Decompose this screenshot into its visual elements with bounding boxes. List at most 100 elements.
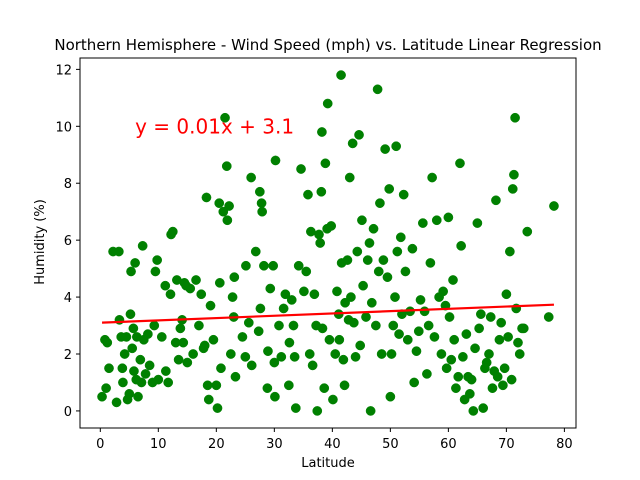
scatter-point [288, 320, 299, 331]
scatter-point [518, 323, 529, 334]
scatter-point [290, 403, 301, 413]
scatter-point [163, 377, 174, 388]
scatter-point [487, 383, 498, 394]
x-axis-title: Latitude [301, 456, 355, 471]
scatter-point [222, 215, 233, 226]
scatter-point [386, 349, 397, 359]
scatter-point [357, 215, 367, 226]
scatter-point [296, 164, 306, 174]
scatter-point [303, 189, 313, 200]
scatter-point [276, 351, 287, 362]
scatter-point [199, 340, 210, 351]
scatter-point [135, 354, 146, 365]
scatter-point [315, 238, 326, 248]
x-tick-label: 10 [150, 437, 167, 452]
scatter-point [509, 169, 519, 180]
y-tick-label: 2 [64, 348, 72, 363]
scatter-point [358, 280, 368, 291]
scatter-point [382, 272, 393, 283]
scatter-point [464, 388, 475, 399]
scatter-point [478, 403, 489, 413]
scatter-point [156, 332, 167, 342]
scatter-point [246, 360, 257, 371]
x-tick-label: 0 [96, 437, 104, 452]
x-tick-label: 30 [266, 437, 283, 452]
scatter-point [466, 374, 477, 385]
scatter-point [205, 300, 216, 311]
scatter-point [101, 383, 111, 394]
scatter-point [214, 198, 225, 209]
scatter-point [461, 329, 472, 339]
scatter-point [119, 349, 130, 359]
scatter-point [425, 258, 436, 268]
scatter-point [218, 206, 229, 217]
regression-line [102, 303, 554, 324]
scatter-point [201, 192, 212, 203]
scatter-point [283, 380, 294, 391]
y-tick-label: 6 [64, 234, 72, 249]
scatter-point [165, 289, 176, 300]
x-tick-label: 20 [208, 437, 225, 452]
scatter-point [514, 349, 525, 359]
scatter-point [299, 286, 309, 297]
scatter-point [289, 351, 300, 362]
scatter-point [491, 195, 501, 206]
scatter-point [400, 266, 411, 277]
scatter-point [173, 354, 184, 365]
scatter-point [411, 346, 422, 357]
scatter-point [149, 320, 160, 331]
scatter-point [152, 255, 163, 265]
scatter-point [322, 98, 333, 109]
scatter-point [214, 277, 225, 288]
scatter-point [278, 303, 289, 314]
scatter-point [380, 144, 390, 154]
scatter-point [338, 354, 349, 365]
scatter-point [371, 320, 381, 331]
scatter-point [255, 303, 266, 314]
scatter-point [390, 292, 400, 302]
scatter-point [453, 371, 464, 382]
scatter-point [446, 354, 457, 365]
scatter-point [334, 334, 345, 345]
scatter-point [324, 334, 335, 345]
scatter-point [243, 317, 254, 328]
scatter-point [443, 212, 454, 223]
scatter-point [427, 172, 437, 183]
scatter-point [241, 260, 251, 271]
scatter-point [449, 334, 460, 345]
scatter-point [332, 286, 342, 297]
scatter-point [268, 260, 279, 271]
scatter-point [253, 326, 264, 337]
scatter-point [503, 332, 513, 342]
scatter-point [269, 357, 280, 368]
scatter-point [212, 403, 223, 413]
scatter-point [137, 240, 148, 251]
scatter-point [384, 184, 395, 194]
scatter-point [175, 323, 186, 334]
scatter-point [444, 312, 455, 322]
scatter-point [104, 363, 114, 374]
scatter-point [167, 226, 178, 237]
scatter-point [144, 360, 155, 371]
scatter-point [422, 369, 432, 379]
scatter-point [280, 289, 291, 300]
scatter-point [221, 161, 232, 172]
scatter-point [257, 206, 268, 217]
scatter-point [191, 275, 201, 285]
scatter-point [366, 297, 377, 308]
scatter-point [114, 246, 124, 257]
x-tick-label: 40 [324, 437, 341, 452]
scatter-point [392, 246, 403, 257]
scatter-point [225, 349, 236, 359]
scatter-point [375, 198, 385, 209]
scatter-point [409, 377, 419, 388]
scatter-point [117, 363, 128, 374]
scatter-point [262, 383, 273, 394]
scatter-point [507, 184, 518, 194]
scatter-point [385, 391, 396, 402]
scatter-point [306, 226, 316, 237]
scatter-point [395, 232, 406, 243]
scatter-point [301, 266, 312, 277]
scatter-point [194, 320, 204, 331]
scatter-point [348, 317, 359, 328]
